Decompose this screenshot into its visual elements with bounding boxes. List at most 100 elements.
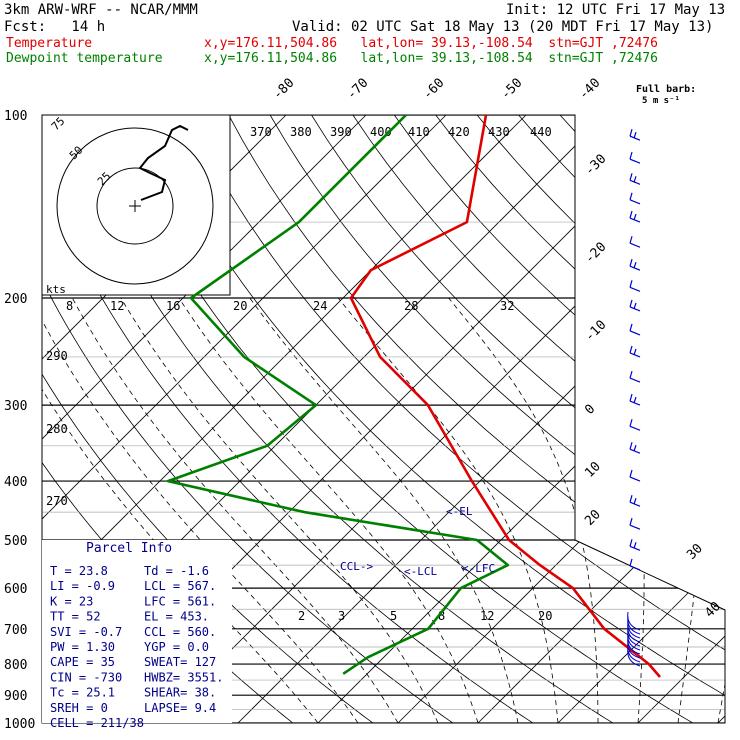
- wind-barb: [629, 393, 641, 406]
- isotherm-line: [317, 115, 725, 723]
- mixing-ratio-label: 12: [110, 299, 124, 313]
- wind-barb: [629, 210, 641, 223]
- wind-barbs: [627, 129, 641, 667]
- mixing-ratio-label: 28: [404, 299, 418, 313]
- wind-barb-low: [627, 623, 641, 643]
- wind-barb: [629, 442, 641, 454]
- parcel-row-right: LCL = 567.: [144, 579, 216, 593]
- temperature-tick-label: 0: [582, 402, 598, 418]
- wind-barb-low: [627, 615, 641, 635]
- isotherm-line: [717, 115, 725, 723]
- theta-label: 420: [448, 125, 470, 139]
- wind-barb: [629, 518, 641, 530]
- wind-barb-low: [627, 635, 641, 655]
- hodograph-trace: [138, 124, 189, 201]
- pressure-label: 900: [4, 689, 27, 704]
- mixing-ratio-low-label: 5: [390, 609, 397, 623]
- isotherm-line: [42, 115, 367, 723]
- parcel-row-left: K = 23: [50, 594, 93, 608]
- dry-adiabat: [393, 115, 725, 723]
- mixing-ratio-low-label: 2: [298, 609, 305, 623]
- parcel-row-left: LI = -0.9: [50, 579, 115, 593]
- parcel-row-left: SVI = -0.7: [50, 625, 122, 639]
- wind-barb-low: [627, 639, 641, 659]
- parcel-row-left: CIN = -730: [50, 670, 122, 684]
- hodograph: 75 50 25 kts: [41, 114, 231, 296]
- parcel-row-left: CAPE = 35: [50, 655, 115, 669]
- parcel-row-left: TT = 52: [50, 610, 101, 624]
- theta-label: 440: [530, 125, 552, 139]
- wind-barb: [629, 345, 641, 358]
- parcel-row-left: Tc = 25.1: [50, 686, 115, 700]
- moist-adiabat: [42, 297, 359, 723]
- temperature-tick-label: -10: [582, 318, 609, 345]
- wind-barb-low: [627, 631, 641, 651]
- hodo-units: kts: [46, 283, 66, 296]
- mixing-ratio-label: 16: [166, 299, 180, 313]
- wind-barb: [629, 259, 641, 271]
- isotherm-line: [557, 115, 725, 723]
- pressure-label: 400: [4, 475, 27, 490]
- theta-label: 380: [290, 125, 312, 139]
- isotherm-line: [42, 115, 527, 723]
- wind-barb-low: [627, 643, 641, 663]
- model-title: 3km ARW-WRF -- NCAR/MMM: [4, 2, 198, 18]
- pressure-label: 300: [4, 399, 27, 414]
- pressure-label: 500: [4, 534, 27, 549]
- parcel-row-right: Td = -1.6: [144, 564, 209, 578]
- barb-legend-label: Full barb:: [636, 84, 696, 95]
- level-label-lcl: <-LCL: [404, 565, 437, 578]
- sounding-profiles: [166, 115, 661, 678]
- wind-barb: [629, 469, 641, 482]
- profile-temperature: [349, 115, 661, 678]
- dry-adiabat: [435, 115, 725, 723]
- pressure-label: 700: [4, 623, 27, 638]
- wind-barb: [629, 323, 641, 336]
- parcel-row-right: SHEAR= 38.: [144, 686, 216, 700]
- dry-adiabat: [726, 115, 740, 723]
- wind-barb: [629, 370, 641, 383]
- temperature-tick-label: 30: [684, 541, 706, 563]
- level-label-el: <-EL: [446, 505, 473, 518]
- dry-adiabat: [683, 115, 725, 723]
- wind-barb: [629, 539, 641, 551]
- moist-adiabat: [249, 297, 519, 723]
- isotherm-line: [237, 115, 725, 723]
- legend-dewpoint-info: x,y=176.11,504.86 lat,lon= 39.13,-108.54…: [204, 51, 658, 66]
- parcel-level-marks: <-EL <-LFC <-LCL CCL->: [340, 505, 495, 578]
- theta-label: 410: [408, 125, 430, 139]
- temperature-tick-label: -60: [420, 76, 447, 103]
- legend-dewpoint-label: Dewpoint temperature: [6, 51, 163, 66]
- legend-temperature-info: x,y=176.11,504.86 lat,lon= 39.13,-108.54…: [204, 36, 658, 51]
- dry-adiabat: [145, 115, 725, 723]
- temperature-tick-label: -20: [582, 240, 609, 267]
- parcel-row-right: LFC = 561.: [144, 594, 216, 608]
- parcel-row-right: HWBZ= 3551.: [144, 670, 223, 684]
- wind-barb: [629, 236, 641, 248]
- wind-barb: [629, 192, 641, 205]
- level-label-lfc: <-LFC: [462, 562, 495, 575]
- isotherm-line: [477, 115, 725, 723]
- profile-dewpoint-temperature: [166, 115, 510, 675]
- parcel-row-right: SWEAT= 127: [144, 655, 216, 669]
- wind-barb: [629, 558, 641, 571]
- legend-temperature-label: Temperature: [6, 36, 93, 51]
- wind-barb-low: [627, 611, 641, 631]
- temperature-tick-label: -50: [498, 76, 525, 103]
- temperature-tick-label: 10: [582, 459, 604, 481]
- parcel-info-box: Parcel Info T = 23.8 Td = -1.6 LI = -0.9 LC…: [42, 540, 232, 730]
- dry-adiabat: [352, 115, 725, 723]
- mixing-ratio-label: 20: [233, 299, 247, 313]
- dry-adiabat: [311, 115, 725, 723]
- theta-label: 370: [250, 125, 272, 139]
- parcel-row-right: LAPSE= 9.4: [144, 701, 216, 715]
- valid-time: Valid: 02 UTC Sat 18 May 13 (20 MDT Fri …: [292, 19, 714, 35]
- theta-side-label: 270: [46, 494, 68, 508]
- pressure-label: 800: [4, 658, 27, 673]
- pressure-label: 200: [4, 292, 27, 307]
- parcel-info-title: Parcel Info: [86, 541, 172, 556]
- theta-label: 390: [330, 125, 352, 139]
- temperature-tick-label: -40: [576, 76, 603, 103]
- wind-barb-low: [627, 619, 641, 639]
